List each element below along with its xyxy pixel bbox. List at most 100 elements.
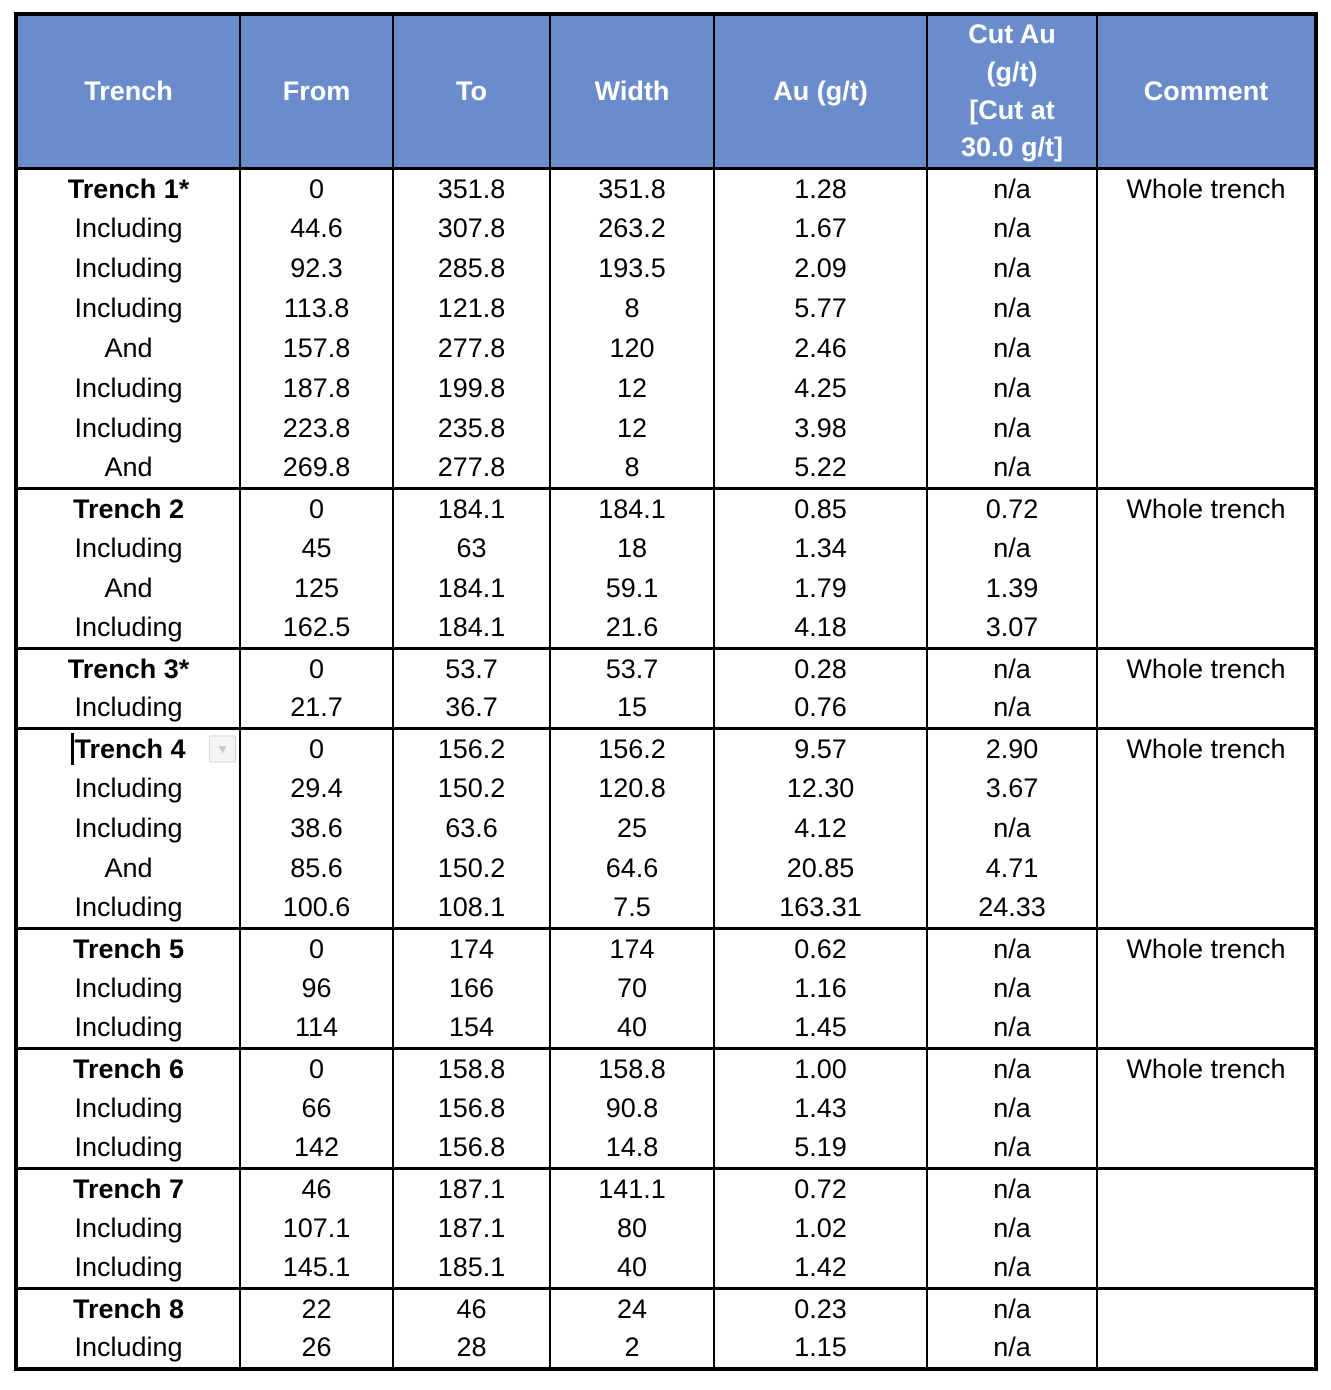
table-row: Including 29.4 150.2 120.8 12.30 3.67 <box>15 768 1317 809</box>
cell-value: 307.8 <box>437 213 506 244</box>
cell-width: 25 <box>549 808 715 849</box>
cell-trench: Including <box>15 1208 241 1249</box>
cell-width: 7.5 <box>549 888 715 929</box>
cell-value: 44.6 <box>290 213 343 244</box>
cell-value: 277.8 <box>437 333 506 364</box>
cell-from: 0 <box>239 1048 394 1089</box>
cell-value: 0.62 <box>794 933 847 964</box>
cell-value: 1.16 <box>794 973 847 1004</box>
cell-cut: n/a <box>926 968 1098 1009</box>
cell-value: 1.00 <box>794 1053 847 1084</box>
cell-to: 166 <box>392 968 551 1009</box>
cell-value: 0 <box>308 933 325 964</box>
cell-comment <box>1096 968 1317 1009</box>
cell-value: 100.6 <box>282 892 351 923</box>
cell-value: Whole trench <box>1126 933 1286 964</box>
cell-value: 187.8 <box>282 373 351 404</box>
cell-cut: n/a <box>926 808 1098 849</box>
cell-comment: Whole trench <box>1096 1048 1317 1089</box>
cell-value: 40 <box>616 1252 648 1283</box>
cell-value: 40 <box>616 1012 648 1043</box>
cell-trench: Including <box>15 288 241 329</box>
cell-comment <box>1096 1088 1317 1129</box>
table-row: Including 66 156.8 90.8 1.43 n/a <box>15 1088 1317 1129</box>
cell-value: 85.6 <box>290 853 343 884</box>
table-row: Trench 3* 0 53.7 53.7 0.28 n/a Whole trench <box>15 648 1317 689</box>
cell-value: n/a <box>993 333 1031 364</box>
cell-value: 285.8 <box>437 253 506 284</box>
cell-from: 0 <box>239 648 394 689</box>
cell-from: 85.6 <box>239 848 394 889</box>
cell-comment <box>1096 288 1317 329</box>
cell-to: 184.1 <box>392 488 551 529</box>
cell-value: 1.02 <box>794 1213 847 1244</box>
cell-from: 187.8 <box>239 368 394 409</box>
cell-value: 0 <box>308 1053 325 1084</box>
cell-value: 0 <box>308 173 325 204</box>
cell-value: 141.1 <box>598 1173 666 1204</box>
cell-value: 21.7 <box>290 692 343 723</box>
cell-value: 5.77 <box>794 293 847 324</box>
cell-value: 53.7 <box>605 653 659 684</box>
cell-cut: n/a <box>926 1288 1098 1329</box>
cell-comment <box>1096 528 1317 569</box>
cell-value: 80 <box>616 1213 648 1244</box>
cell-value: n/a <box>993 653 1031 684</box>
cell-value: 9.57 <box>794 733 847 764</box>
cell-to: 63.6 <box>392 808 551 849</box>
cell-width: 64.6 <box>549 848 715 889</box>
cell-width: 59.1 <box>549 568 715 609</box>
column-header-label: From <box>282 75 351 106</box>
cell-au: 1.42 <box>713 1248 928 1289</box>
cell-cut: n/a <box>926 368 1098 409</box>
cell-value: Whole trench <box>1126 653 1286 684</box>
cell-width: 8 <box>549 288 715 329</box>
trench-label: Including <box>74 773 183 804</box>
cell-value: 1.79 <box>794 573 847 604</box>
cell-value: 107.1 <box>282 1213 351 1244</box>
cell-from: 125 <box>239 568 394 609</box>
cell-comment <box>1096 448 1317 489</box>
cell-value: n/a <box>993 533 1031 564</box>
cell-value: 2.09 <box>794 253 847 284</box>
cell-value: 1.67 <box>794 213 847 244</box>
table-row: Including 44.6 307.8 263.2 1.67 n/a <box>15 208 1317 249</box>
cell-trench: Trench 5 <box>15 928 241 969</box>
cell-from: 29.4 <box>239 768 394 809</box>
cell-from: 100.6 <box>239 888 394 929</box>
column-header-to: To <box>392 14 551 171</box>
cell-value: 15 <box>616 692 648 723</box>
column-header-width: Width <box>549 14 715 171</box>
cell-value: 174 <box>448 933 495 964</box>
cell-comment: Whole trench <box>1096 728 1317 769</box>
table-row: Including 45 63 18 1.34 n/a <box>15 528 1317 569</box>
cell-trench: Trench 4 ▼ <box>15 728 241 769</box>
trench-label: Including <box>74 413 183 444</box>
cell-comment <box>1096 848 1317 889</box>
cell-trench: Trench 1* <box>15 168 241 209</box>
cell-width: 40 <box>549 1008 715 1049</box>
table-row: And 157.8 277.8 120 2.46 n/a <box>15 328 1317 369</box>
cell-to: 108.1 <box>392 888 551 929</box>
cell-value: n/a <box>993 813 1031 844</box>
trench-label: Including <box>74 813 183 844</box>
table-row: Including 187.8 199.8 12 4.25 n/a <box>15 368 1317 409</box>
cell-au: 5.19 <box>713 1128 928 1169</box>
cell-comment <box>1096 688 1317 729</box>
dropdown-button[interactable]: ▼ <box>209 735 236 763</box>
cell-value: n/a <box>993 1213 1031 1244</box>
trench-label: Trench 7 <box>72 1173 185 1204</box>
cell-value: 157.8 <box>282 333 351 364</box>
trench-label: Including <box>74 1252 183 1283</box>
cell-from: 38.6 <box>239 808 394 849</box>
cell-cut: 0.72 <box>926 488 1098 529</box>
cell-width: 174 <box>549 928 715 969</box>
cell-value: 263.2 <box>598 213 666 244</box>
table-row: Trench 7 46 187.1 141.1 0.72 n/a <box>15 1168 1317 1209</box>
cell-value: 4.12 <box>794 813 847 844</box>
table-row: Trench 1* 0 351.8 351.8 1.28 n/a Whole trench <box>15 168 1317 209</box>
column-header-label: Cut Au (g/t) [Cut at 30.0 g/t] <box>960 19 1064 163</box>
cell-value: 92.3 <box>290 253 343 284</box>
cell-trench: And <box>15 328 241 369</box>
cell-cut: 2.90 <box>926 728 1098 769</box>
